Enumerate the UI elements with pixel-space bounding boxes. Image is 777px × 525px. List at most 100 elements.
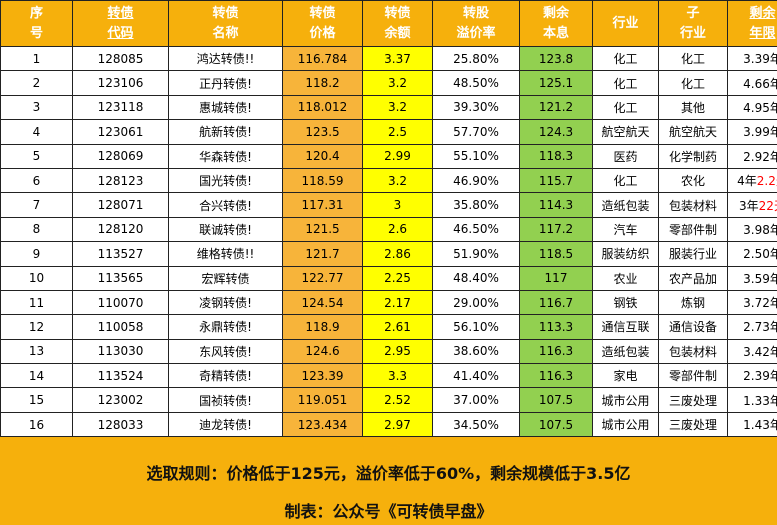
cell-years-text: 2.92年 xyxy=(743,149,777,164)
cell-balance-text: 2.99 xyxy=(384,149,411,164)
column-header-line1: 转债 xyxy=(212,5,239,21)
cell-name-text: 联诚转债! xyxy=(199,222,252,237)
cell-balance-text: 2.61 xyxy=(384,319,411,334)
cell-sub-text: 航空航天 xyxy=(668,125,717,140)
cell-years: 4.95年 xyxy=(727,94,777,121)
cell-remain-text: 117.2 xyxy=(538,222,574,237)
cell-price: 118.9 xyxy=(282,314,363,340)
cell-price-text: 118.012 xyxy=(297,100,348,115)
cell-sub: 服装行业 xyxy=(658,241,728,267)
cell-code: 128071 xyxy=(72,192,169,218)
cell-name: 东风转债! xyxy=(168,338,283,365)
cell-sub-text: 化学制药 xyxy=(668,149,717,164)
cell-premium-text: 46.90% xyxy=(453,173,499,188)
cell-premium-text: 34.50% xyxy=(453,417,499,432)
cell-balance: 2.6 xyxy=(362,216,433,243)
cell-remain: 116.3 xyxy=(519,338,593,365)
cell-balance-text: 3.3 xyxy=(387,368,408,383)
cell-code: 113565 xyxy=(72,265,169,291)
table-footer: 选取规则：价格低于125元，溢价率低于60%，剩余规模低于3.5亿 制表：公众号… xyxy=(0,450,777,525)
cell-no-text: 7 xyxy=(32,198,41,213)
cell-price-text: 123.434 xyxy=(297,417,348,432)
cell-no-text: 10 xyxy=(28,271,45,286)
cell-name-text: 迪龙转债! xyxy=(199,418,252,433)
cell-years: 1.33年 xyxy=(727,387,777,413)
cell-years-text: 3.59年 xyxy=(743,271,777,286)
cell-code-text: 128123 xyxy=(97,173,144,188)
column-header-line1: 行业 xyxy=(612,15,639,31)
cell-years: 2.73年 xyxy=(727,314,777,340)
cell-price: 118.2 xyxy=(282,70,363,96)
cell-name-text: 东风转债! xyxy=(199,344,252,359)
cell-balance-text: 2.95 xyxy=(384,344,411,359)
cell-balance: 2.52 xyxy=(362,387,433,413)
cell-years-text: 2.50年 xyxy=(743,247,777,262)
cell-industry: 城市公用 xyxy=(592,411,659,438)
cell-sub-text: 通信设备 xyxy=(668,320,717,335)
column-header-balance: 转债 余额 xyxy=(362,0,433,47)
cell-industry-text: 化工 xyxy=(613,174,638,189)
cell-balance: 3.2 xyxy=(362,94,433,121)
cell-premium-text: 35.80% xyxy=(453,198,499,213)
cell-remain-text: 117 xyxy=(544,271,568,286)
cell-years: 3.39年 xyxy=(727,45,777,72)
cell-sub-text: 包装材料 xyxy=(668,344,717,359)
cell-code-text: 128033 xyxy=(97,417,144,432)
cell-premium-text: 25.80% xyxy=(453,51,499,66)
table-row: 16 128033 迪龙转债! 123.434 2.97 34.50% 107.5 城市公用 三… xyxy=(0,411,777,438)
cell-sub: 农化 xyxy=(658,167,728,194)
cell-name: 永鼎转债! xyxy=(168,314,283,340)
cell-no-text: 2 xyxy=(32,76,41,91)
cell-code-text: 123002 xyxy=(97,393,144,408)
cell-remain-text: 107.5 xyxy=(538,393,574,408)
cell-price: 118.59 xyxy=(282,167,363,194)
cell-remain-text: 116.3 xyxy=(538,368,574,383)
cell-remain-text: 116.3 xyxy=(538,344,574,359)
header-row: 序号转债 代码 转债 名称 转债 价格 转债 余额 转股 溢价率 剩余 本息 行业子行业 剩余 年限 xyxy=(0,0,777,47)
cell-premium: 56.10% xyxy=(432,314,520,340)
cell-premium: 37.00% xyxy=(432,387,520,413)
cell-remain: 117 xyxy=(519,265,593,291)
cell-price-text: 120.4 xyxy=(305,149,340,164)
cell-industry-text: 通信互联 xyxy=(601,320,650,335)
cell-name: 联诚转债! xyxy=(168,216,283,243)
cell-balance-text: 3.37 xyxy=(384,51,411,66)
cell-code-text: 113030 xyxy=(97,344,144,359)
cell-name-text: 正丹转债! xyxy=(199,76,252,91)
cell-balance: 2.17 xyxy=(362,289,433,316)
cell-no: 9 xyxy=(0,241,73,267)
cell-premium: 51.90% xyxy=(432,241,520,267)
cell-name: 惠城转债! xyxy=(168,94,283,121)
cell-price-text: 124.54 xyxy=(301,295,344,310)
cell-sub: 三废处理 xyxy=(658,411,728,438)
cell-years: 3.99年 xyxy=(727,119,777,145)
cell-balance: 3.3 xyxy=(362,363,433,389)
cell-price: 123.5 xyxy=(282,119,363,145)
cell-premium: 34.50% xyxy=(432,411,520,438)
cell-premium-text: 46.50% xyxy=(453,222,499,237)
cell-name: 航新转债! xyxy=(168,119,283,145)
cell-no-text: 16 xyxy=(28,417,45,432)
cell-industry-text: 航空航天 xyxy=(601,125,650,140)
cell-no-text: 5 xyxy=(32,149,41,164)
cell-price-text: 121.5 xyxy=(305,222,340,237)
cell-balance-text: 2.86 xyxy=(384,246,411,261)
cell-price: 124.6 xyxy=(282,338,363,365)
table-row: 9 113527 维格转债!! 121.7 2.86 51.90% 118.5 服装纺织 服装行… xyxy=(0,241,777,267)
cell-premium-text: 51.90% xyxy=(453,246,499,261)
cell-price: 118.012 xyxy=(282,94,363,121)
cell-years-red-text: 2.2天 xyxy=(756,174,777,189)
cell-remain: 118.3 xyxy=(519,143,593,169)
column-header-name: 转债 名称 xyxy=(168,0,283,47)
column-header-line2: 年限 xyxy=(749,25,776,41)
cell-remain: 115.7 xyxy=(519,167,593,194)
cell-years: 1.43年 xyxy=(727,411,777,438)
cell-name: 奇精转债! xyxy=(168,363,283,389)
cell-premium-text: 48.40% xyxy=(453,271,499,286)
cell-remain-text: 121.2 xyxy=(538,100,574,115)
cell-years: 4年2.2天 xyxy=(727,167,777,194)
cell-no: 16 xyxy=(0,411,73,438)
cell-remain: 107.5 xyxy=(519,411,593,438)
cell-premium: 25.80% xyxy=(432,45,520,72)
cell-balance-text: 3.2 xyxy=(387,100,408,115)
